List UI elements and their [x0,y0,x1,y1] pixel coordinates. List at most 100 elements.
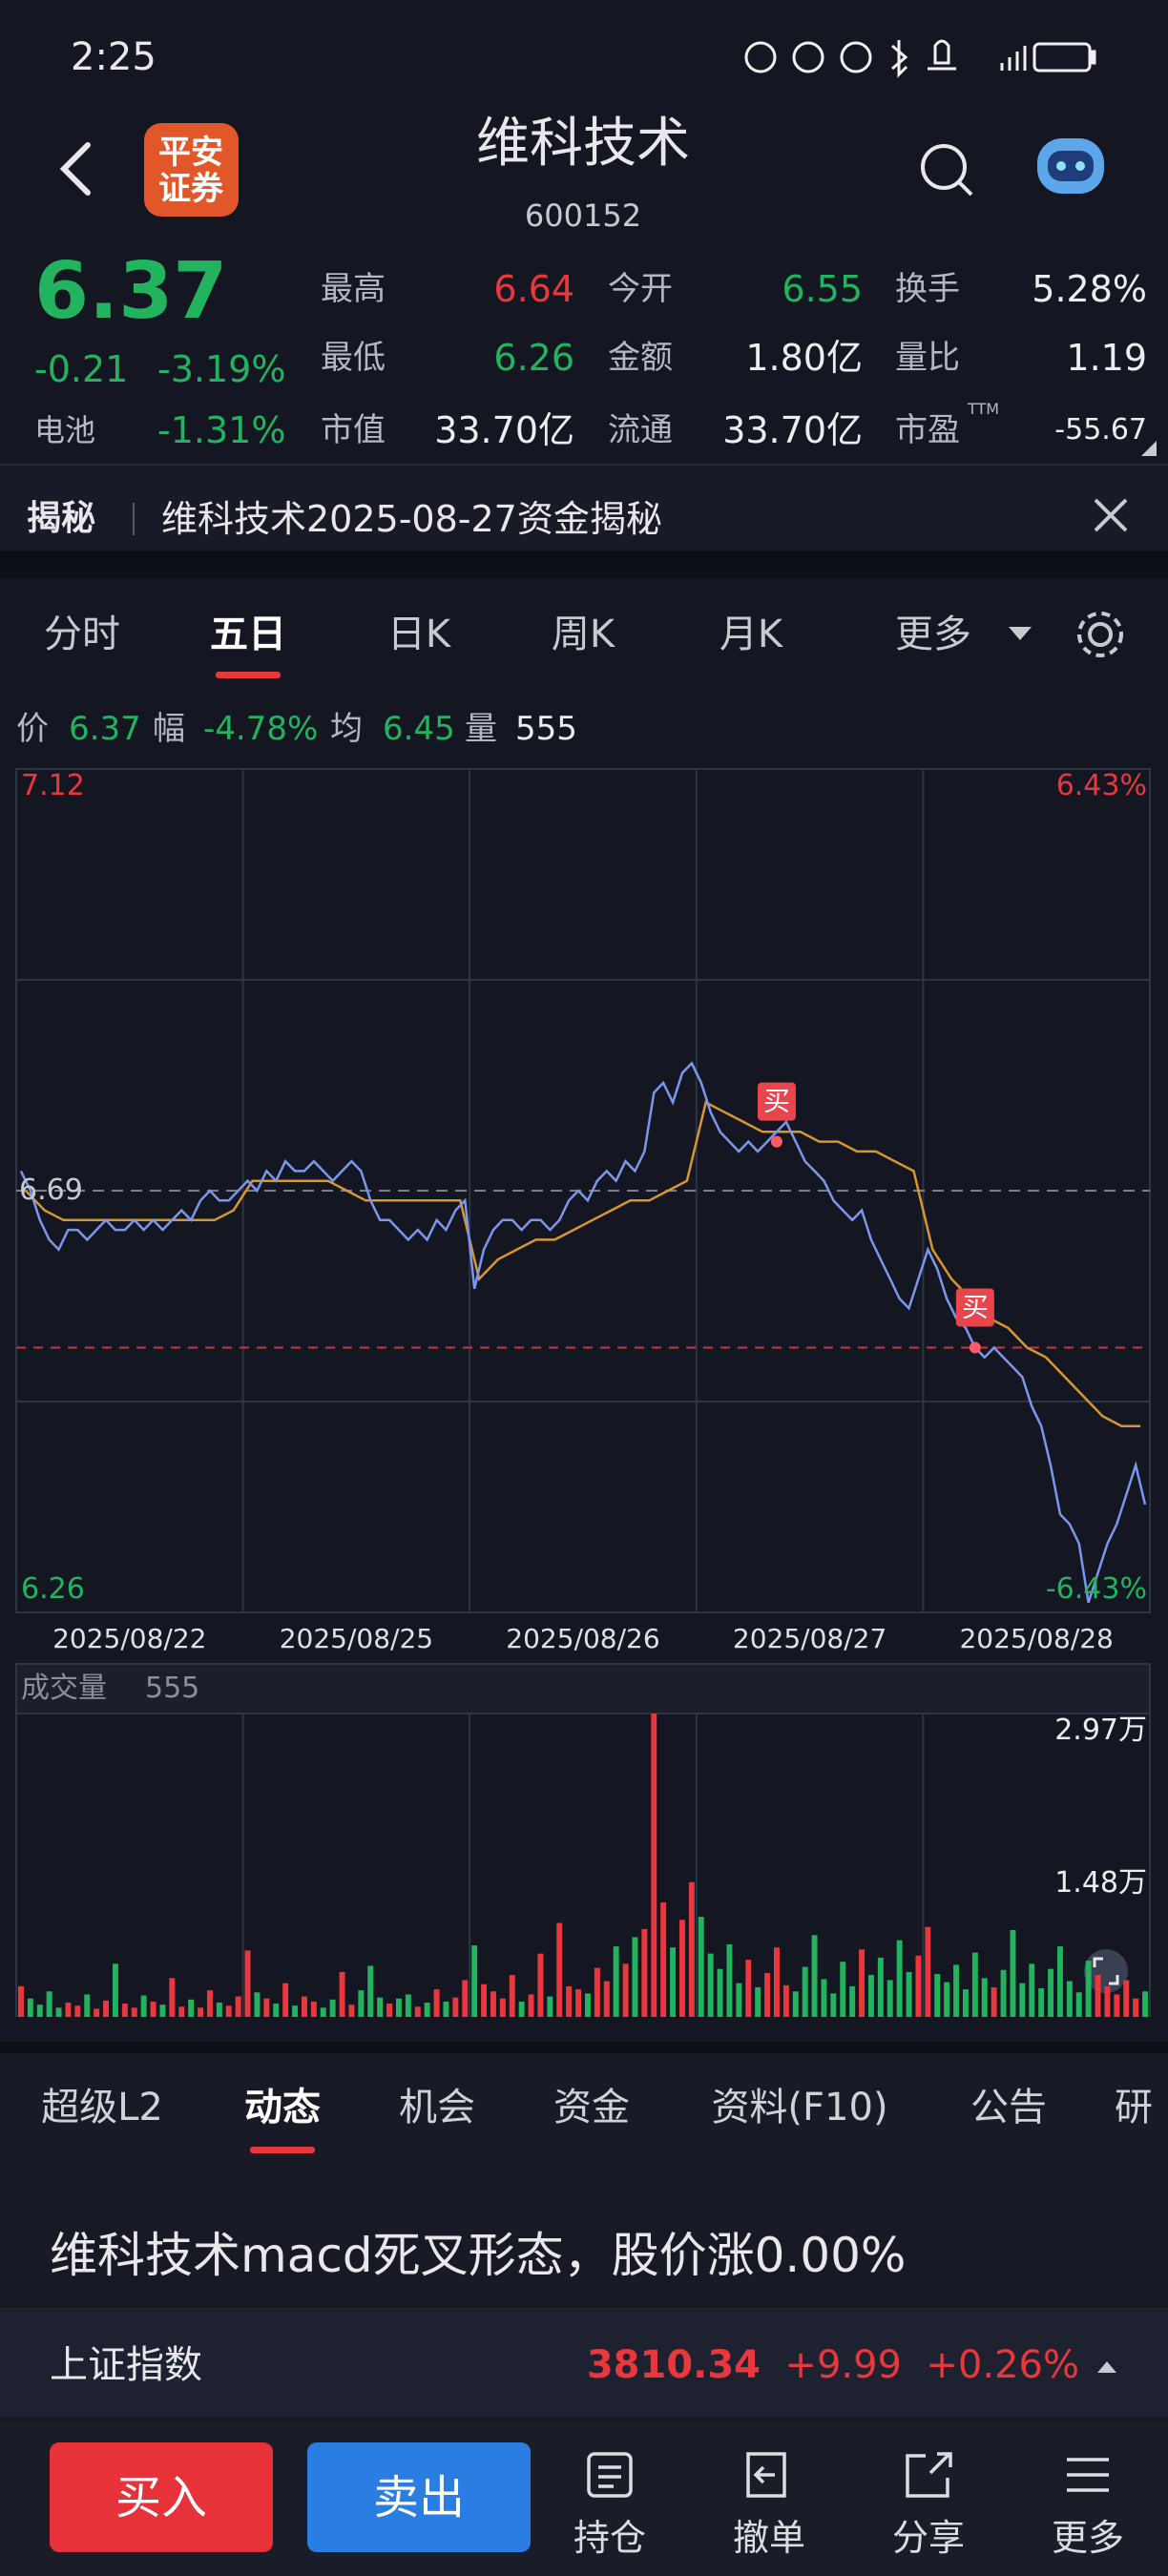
x-tick-label: 2025/08/27 [732,1623,887,1654]
volume-bar [443,2001,449,2017]
volume-bar [773,1947,780,2017]
volume-bar [499,1998,506,2017]
volume-bar [367,1965,374,2017]
chart-tab[interactable]: 月K [719,613,783,656]
volume-bar [46,1991,52,2017]
volume-bar [651,1714,657,2017]
volume-bar [94,2008,100,2017]
volume-bar [462,1980,469,2017]
volume-bar [764,1972,771,2017]
field-label: 市值 [321,411,386,449]
broker-logo [144,123,239,217]
volume-title: 成交量 [21,1672,107,1705]
volume-bar [178,2006,185,2017]
news-headline[interactable]: 维科技术macd死叉形态，股价涨0.00% [50,2228,907,2283]
corner-indicator [1141,441,1157,456]
volume-bar [55,2007,62,2017]
volume-bar [1019,1983,1026,2017]
volume-bar [206,1990,213,2017]
tabs-bg [0,2053,1168,2158]
tool-icons [587,2452,1109,2498]
settings-button[interactable] [1077,612,1123,657]
volume-bar [896,1940,903,2017]
volume-bar [17,1985,24,2017]
volume-bar [225,2005,232,2017]
tool-label[interactable]: 撤单 [732,2517,806,2559]
stock-code: 600152 [524,197,642,234]
volume-bar [1029,1963,1035,2017]
volume-bar [953,1964,960,2017]
volume-bar [566,1985,573,2017]
bottom-tab[interactable]: 研 [1115,2086,1153,2129]
volume-bar [678,1920,685,2017]
volume-bar [925,1926,931,2017]
volume-bar [849,1985,856,2017]
y-tick-label: 6.26 [21,1572,85,1606]
chart-tab[interactable]: 周K [551,613,615,656]
volume-bar [867,1975,874,2017]
banner-bg [0,465,1168,551]
banner-text[interactable]: 维科技术2025-08-27资金揭秘 [161,498,662,540]
volume-bar [1038,1988,1045,2017]
sector: 电池 [34,412,96,448]
chart-tab[interactable]: 日K [386,613,451,656]
volume-bar [1142,1991,1149,2017]
bottom-tab[interactable]: 机会 [399,2086,475,2129]
volume-bar [405,1994,411,2017]
bottom-tab[interactable]: 公告 [970,2086,1047,2129]
volume-bar [1114,1994,1120,2017]
sell-button[interactable] [307,2442,531,2552]
y-tick-label: 6.69 [19,1174,83,1207]
field-label: 市盈 [895,411,960,449]
banner-tag: 揭秘 [27,499,96,538]
bottom-tab[interactable]: 动态 [244,2086,321,2129]
chart-tab[interactable]: 分时 [44,613,120,656]
volume-bar [84,1994,91,2017]
bottom-tab-strip: 超级L2 动态 机会 资金 资料(F10) 公告 研 [0,2053,1168,2158]
status-icons [744,39,1096,78]
volume-bar [1133,1998,1139,2017]
index-arrow [1097,2361,1116,2373]
tool-label[interactable]: 更多 [1051,2517,1125,2559]
field-value: 33.70亿 [434,409,574,451]
close-button[interactable] [1094,498,1128,532]
bottom-tab[interactable]: 超级L2 [41,2086,163,2129]
volume-bar [377,1997,384,2017]
bottom-tab[interactable]: 资料(F10) [711,2086,888,2129]
field-sup: TTM [968,400,1000,418]
volume-current: 555 [145,1672,200,1705]
volume-bar [944,1982,950,2017]
volume-bar [877,1957,884,2017]
volume-bar [717,1968,723,2017]
chart-tab[interactable]: 五日 [210,613,286,656]
tool-label[interactable]: 分享 [891,2517,966,2559]
change-pct: -3.19% [157,348,286,390]
tool-label[interactable]: 持仓 [573,2517,647,2559]
volume-bar [622,1963,629,2017]
news-bg [0,2158,1168,2306]
assistant-button[interactable] [1037,138,1104,194]
volume-bar [310,2001,317,2017]
buy-button[interactable] [50,2442,273,2552]
buy-point [770,1135,782,1148]
expand-button[interactable] [1084,1949,1128,1993]
volume-bar [962,1989,969,2017]
volume-bar [1000,1969,1007,2017]
buy-label[interactable]: 买入 [115,2471,208,2524]
volume-bar [886,1980,893,2017]
volume-bar [188,1999,195,2017]
search-button[interactable] [921,144,973,197]
chart-tab[interactable]: 更多 [895,613,971,656]
more-arrow[interactable] [1009,627,1032,640]
volume-bar [159,2005,166,2017]
back-button[interactable] [59,142,91,196]
info-value: 6.37 [69,710,141,748]
field-value: 1.80亿 [745,337,863,379]
logo-text: 证券 [158,170,223,208]
bottom-tab[interactable]: 资金 [553,2086,630,2129]
volume-bar [320,2007,326,2017]
sell-label[interactable]: 卖出 [372,2471,466,2524]
field-value: 5.28% [1032,268,1147,310]
